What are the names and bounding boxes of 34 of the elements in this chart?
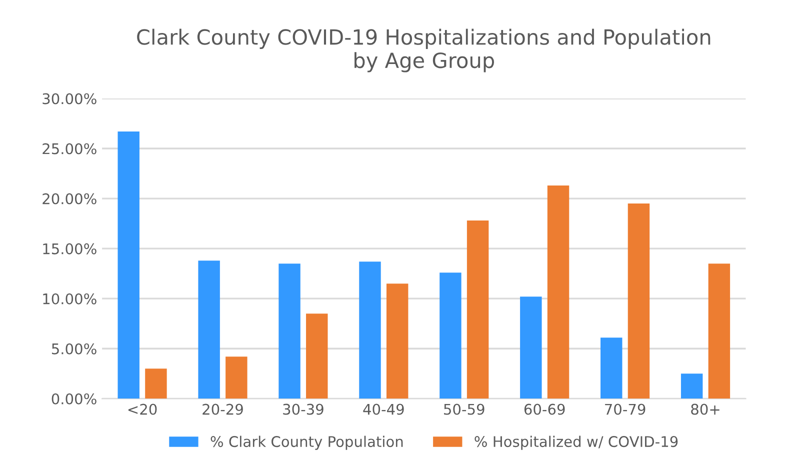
y-tick-label: 25.00% (42, 143, 96, 154)
bar (440, 272, 462, 399)
bar (680, 374, 703, 399)
y-tick-label: 10.00% (43, 293, 96, 304)
y-tick-label: 30.00% (42, 93, 96, 104)
bar (359, 262, 381, 399)
x-tick-label: <20 (128, 404, 157, 415)
y-tick-label: 5.00% (52, 343, 96, 354)
bar (145, 368, 167, 399)
bar (708, 264, 730, 399)
x-tick-label: 70-79 (605, 404, 646, 415)
x-tick-label: 60-69 (524, 404, 565, 415)
bar (278, 264, 300, 399)
bar (466, 220, 489, 399)
y-tick-label: 15.00% (43, 243, 96, 254)
legend-label: % Clark County Population (210, 436, 403, 450)
x-tick-label: 40-49 (363, 404, 404, 415)
bar (520, 296, 542, 399)
x-tick-label: 30-39 (283, 404, 324, 415)
bar (306, 314, 328, 399)
bar (547, 186, 570, 399)
x-tick-label: 20-29 (202, 404, 243, 415)
y-tick-label: 0.00% (52, 393, 96, 404)
legend-label: % Hospitalized w/ COVID-19 (474, 436, 678, 450)
bar (386, 284, 408, 399)
x-tick-label: 80+ (691, 404, 720, 415)
x-tick-label: 50-59 (444, 404, 484, 415)
y-tick-label: 20.00% (42, 193, 96, 204)
bar (628, 204, 650, 399)
bar (198, 260, 220, 399)
bar (600, 338, 622, 399)
bar (226, 356, 248, 399)
bar (118, 132, 140, 399)
chart-title: Clark County COVID-19 Hospitalizations and Population by Age Group (137, 28, 710, 72)
